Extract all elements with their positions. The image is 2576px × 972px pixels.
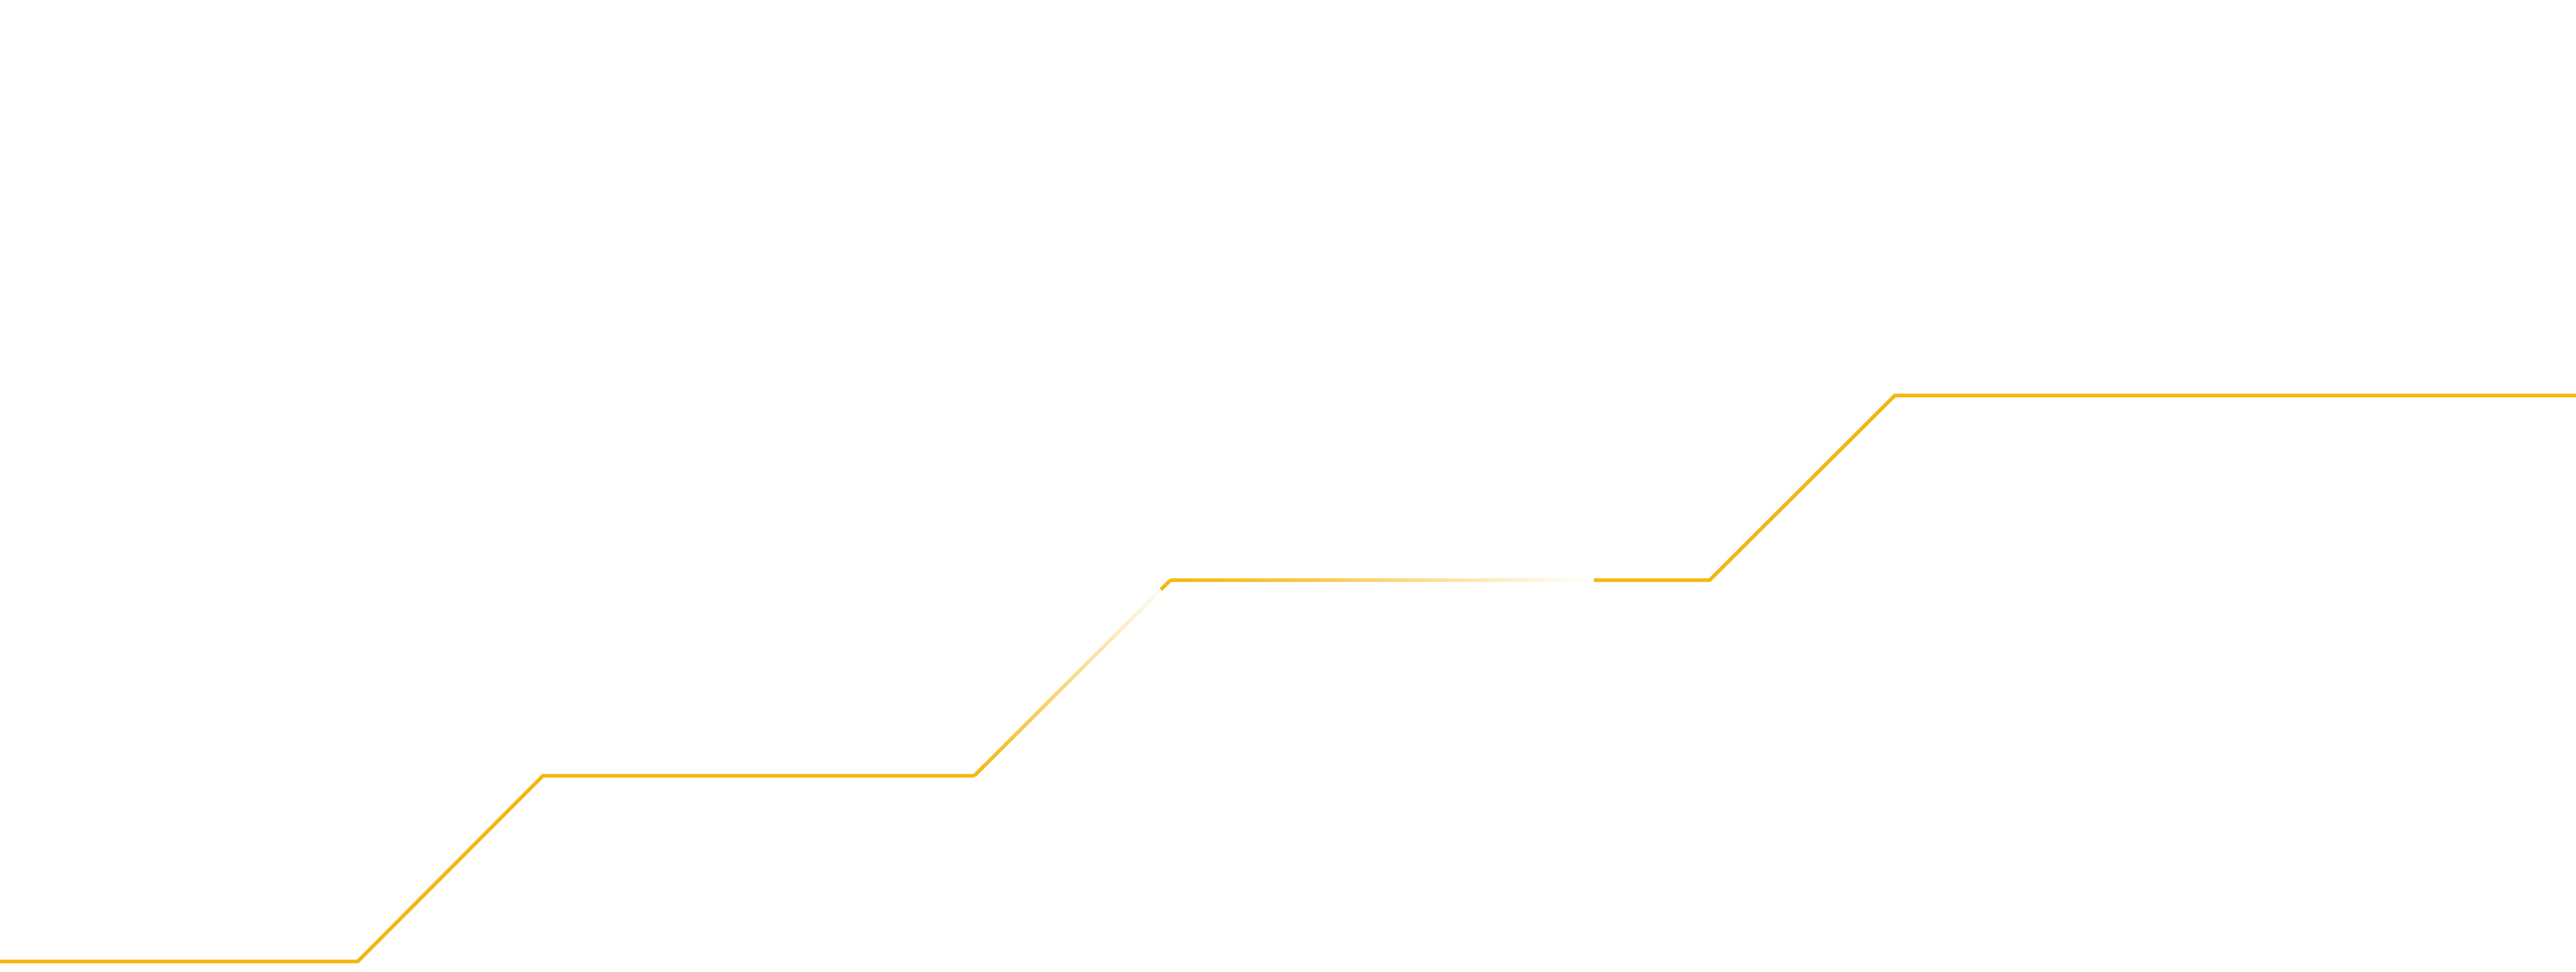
stair-segment-tip	[1159, 579, 1172, 591]
stair-segment-1	[0, 774, 974, 964]
stair-segment-3	[1594, 393, 2576, 582]
stair-segment-fading-rise	[973, 579, 1172, 777]
